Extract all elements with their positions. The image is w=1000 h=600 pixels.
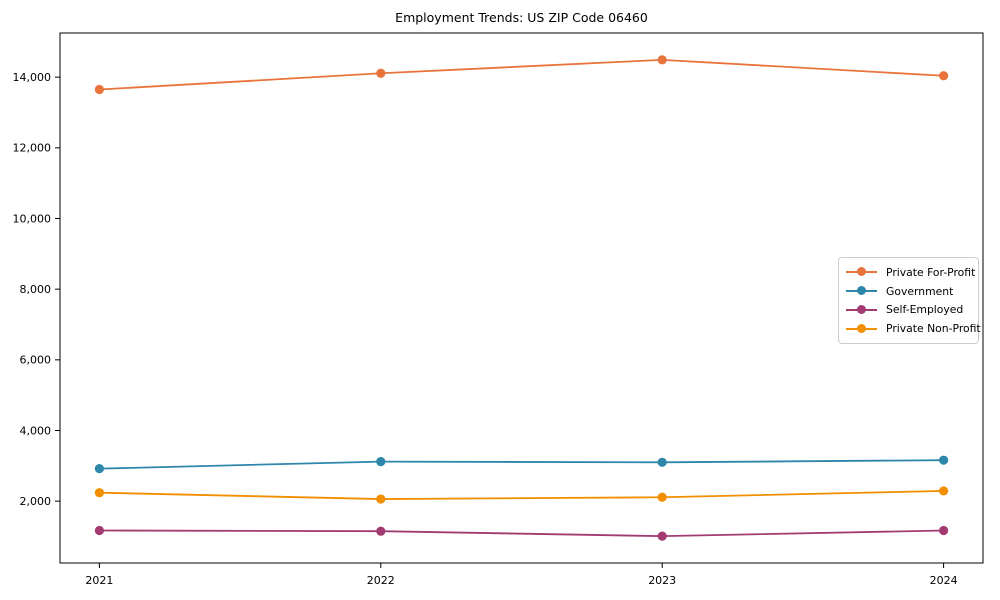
x-tick-label: 2022 bbox=[367, 574, 395, 587]
series-marker-private-non-profit bbox=[939, 486, 949, 496]
legend-item-self-employed: Self-Employed bbox=[846, 301, 971, 319]
series-marker-self-employed bbox=[94, 525, 104, 536]
legend-label: Government bbox=[886, 284, 954, 298]
series-marker-private-non-profit bbox=[94, 488, 104, 498]
series-marker-government bbox=[94, 464, 104, 474]
legend-sample-government bbox=[846, 286, 877, 296]
legend-marker-swatch bbox=[857, 304, 866, 314]
legend-sample-private-for-profit bbox=[846, 267, 877, 277]
series-marker-private-for-profit bbox=[94, 84, 104, 95]
series-marker-government bbox=[939, 455, 949, 465]
series-marker-private-non-profit bbox=[376, 494, 386, 504]
series-marker-self-employed bbox=[657, 531, 667, 541]
series-line-self-employed bbox=[99, 529, 944, 538]
x-tick-label: 2024 bbox=[930, 574, 958, 587]
legend-sample-self-employed bbox=[846, 304, 877, 315]
y-tick-label: 10,000 bbox=[13, 212, 52, 225]
legend-item-government: Government bbox=[846, 282, 971, 300]
series-line-private-non-profit bbox=[99, 490, 944, 500]
series-marker-self-employed bbox=[376, 526, 386, 536]
series-marker-self-employed bbox=[939, 525, 949, 536]
series-marker-government bbox=[657, 457, 667, 467]
chart-title: Employment Trends: US ZIP Code 06460 bbox=[395, 10, 648, 25]
y-tick-label: 6,000 bbox=[20, 354, 52, 367]
legend-marker-swatch bbox=[857, 323, 866, 333]
axes-frame bbox=[59, 32, 984, 564]
legend-marker-swatch bbox=[857, 267, 866, 277]
legend-marker-swatch bbox=[857, 286, 866, 296]
y-tick-label: 8,000 bbox=[20, 283, 52, 296]
series-line-private-for-profit bbox=[99, 58, 944, 91]
legend-label: Private Non-Profit bbox=[886, 322, 981, 336]
series-marker-private-non-profit bbox=[657, 492, 667, 502]
series-marker-private-for-profit bbox=[657, 55, 667, 65]
series-marker-private-for-profit bbox=[939, 71, 949, 81]
legend-label: Private For-Profit bbox=[886, 265, 976, 279]
series-line-government bbox=[99, 459, 944, 470]
x-tick-label: 2021 bbox=[85, 574, 113, 587]
y-tick-label: 12,000 bbox=[13, 142, 52, 155]
legend-item-private-for-profit: Private For-Profit bbox=[846, 263, 975, 281]
x-tick-label: 2023 bbox=[648, 574, 676, 587]
y-tick-label: 4,000 bbox=[20, 424, 52, 437]
y-tick-label: 2,000 bbox=[20, 495, 52, 508]
legend-item-private-non-profit: Private Non-Profit bbox=[846, 320, 981, 338]
legend-label: Self-Employed bbox=[886, 303, 964, 317]
series-marker-private-for-profit bbox=[376, 68, 386, 78]
series-marker-government bbox=[376, 456, 386, 467]
y-tick-label: 14,000 bbox=[13, 71, 52, 84]
legend-sample-private-non-profit bbox=[846, 323, 877, 334]
legend: Private For-Profit Government Self-Employe… bbox=[838, 257, 981, 344]
